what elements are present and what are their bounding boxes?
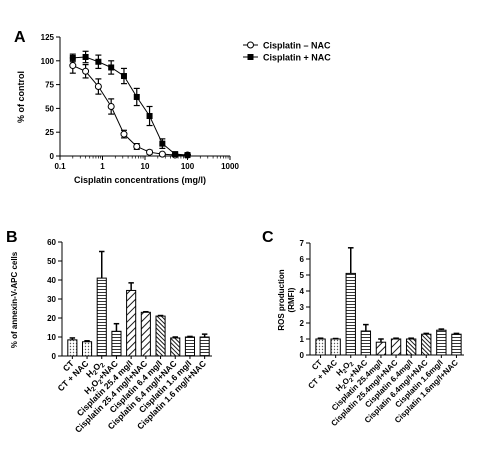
category-label: H2O2 (335, 358, 356, 379)
data-point-minus-nac (69, 62, 77, 70)
panel-a-chart: 0 25 50 75 100 125 0.1 1 10 100 1000 % of control… (16, 33, 331, 185)
panel-c-y-axis-label: ROS production(RMFI) (277, 269, 296, 330)
panel-c-y-tick-label: 0 (300, 351, 305, 360)
data-point-plus-nac (108, 64, 115, 71)
legend-marker-plus-nac (247, 54, 254, 60)
panel-c-y-tick-label: 7 (300, 239, 305, 248)
bar (315, 338, 326, 356)
panel-b-y-tick-label: 10 (47, 333, 56, 342)
bar (390, 338, 402, 356)
panel-c-y-tick-label: 1 (300, 335, 305, 344)
panel-a-legend: Cisplatin – NAC Cisplatin + NAC (243, 41, 331, 63)
category-label: H2O2 (84, 358, 107, 381)
panel-c-y-tick-label: 6 (300, 255, 305, 264)
bar (375, 341, 387, 356)
series-line-minus-nac (72, 65, 188, 156)
panel-b-y-tick-label: 20 (47, 314, 56, 323)
panel-letter-b: B (6, 229, 18, 246)
panel-a-y-tick-label: 75 (45, 81, 54, 90)
bar (436, 329, 447, 356)
panel-a-y-tick-label: 50 (45, 104, 54, 113)
legend-label-plus-nac: Cisplatin + NAC (263, 53, 331, 63)
panel-c-y-tick-label: 3 (300, 303, 305, 312)
panel-a-x-tick-label: 1000 (221, 162, 239, 171)
data-point-minus-nac (133, 142, 141, 150)
bar (405, 338, 417, 356)
bar (184, 336, 196, 357)
panel-c-y-tick-label: 4 (300, 287, 305, 296)
data-point-plus-nac (95, 58, 102, 65)
bar (360, 330, 372, 356)
bar (140, 311, 151, 357)
data-point-minus-nac (94, 83, 102, 91)
panel-c-y-tick-label: 5 (300, 271, 305, 280)
panel-b-y-tick-label: 0 (52, 352, 57, 361)
bar (126, 289, 137, 357)
panel-a-x-tick-label: 1 (100, 162, 105, 171)
panel-a-y-tick-label: 0 (50, 152, 55, 161)
bar (111, 330, 122, 357)
panel-b-y-tick-label: 60 (47, 238, 56, 247)
data-point-plus-nac (120, 73, 127, 80)
panel-a-y-tick-label: 125 (41, 33, 55, 42)
data-point-minus-nac (158, 150, 166, 158)
panel-a-x-axis-label: Cisplatin concentrations (mg/l) (74, 175, 206, 185)
data-point-minus-nac (107, 102, 115, 110)
panel-b-y-tick-label: 40 (47, 276, 56, 285)
panel-b-y-axis-label: % of annexin-V-APC cells (10, 251, 19, 348)
data-point-plus-nac (172, 151, 179, 158)
bar (81, 341, 93, 357)
bar (96, 277, 107, 357)
data-point-plus-nac (159, 140, 166, 147)
bar (67, 339, 78, 357)
panel-a-y-tick-label: 25 (45, 128, 54, 137)
panel-a-y-tick-label: 100 (41, 57, 55, 66)
panel-a-x-tick-label: 0.1 (54, 162, 66, 171)
legend-marker-minus-nac (247, 41, 254, 49)
data-point-minus-nac (146, 148, 154, 156)
data-point-plus-nac (146, 113, 153, 120)
panel-b-y-tick-label: 30 (47, 295, 56, 304)
bar (170, 337, 181, 357)
panel-a-x-tick-label: 10 (141, 162, 150, 171)
data-point-plus-nac (82, 53, 89, 60)
panel-a-x-tick-label: 100 (181, 162, 195, 171)
data-point-plus-nac (184, 152, 191, 159)
bar (345, 272, 356, 356)
panel-a-y-axis-label: % of control (16, 71, 26, 123)
panel-c-y-tick-label: 2 (300, 319, 305, 328)
panel-b-y-tick-label: 50 (47, 257, 56, 266)
data-point-minus-nac (120, 130, 128, 138)
panel-letter-c: C (262, 229, 274, 246)
data-point-plus-nac (69, 54, 76, 61)
data-point-plus-nac (133, 93, 140, 100)
bar (330, 338, 341, 356)
series-line-plus-nac (72, 56, 188, 156)
panel-letter-a: A (14, 29, 26, 46)
bar (451, 333, 462, 356)
bar (421, 333, 432, 356)
legend-label-minus-nac: Cisplatin – NAC (263, 41, 331, 51)
bar (199, 336, 210, 357)
bar (155, 315, 166, 357)
data-point-minus-nac (82, 67, 90, 75)
